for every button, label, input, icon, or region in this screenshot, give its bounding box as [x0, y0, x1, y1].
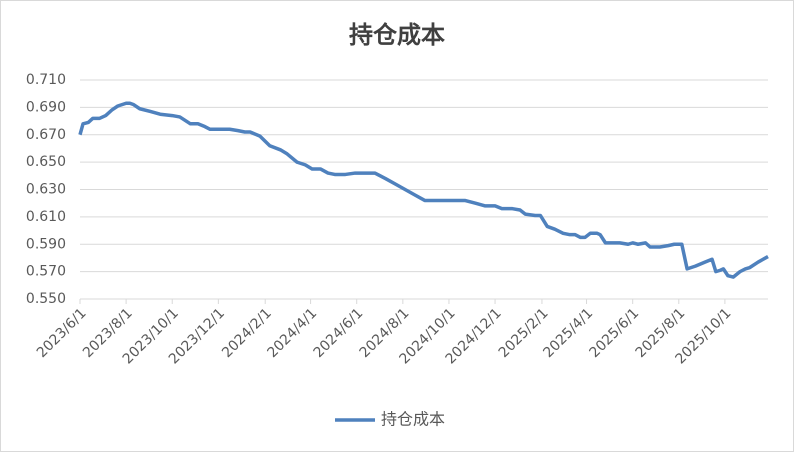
- y-tick-label: 0.650: [26, 154, 66, 170]
- data-line: [78, 101, 769, 279]
- y-tick-label: 0.590: [26, 236, 66, 252]
- chart-title: 持仓成本: [349, 21, 445, 49]
- y-tick-label: 0.610: [26, 209, 66, 225]
- y-tick-label: 0.630: [26, 182, 66, 198]
- y-tick-label: 0.550: [26, 291, 66, 307]
- legend-label: 持仓成本: [381, 410, 445, 429]
- y-tick-label: 0.570: [26, 264, 66, 280]
- y-tick-label: 0.690: [26, 99, 66, 115]
- y-tick-label: 0.710: [26, 72, 66, 88]
- y-tick-label: 0.670: [26, 127, 66, 143]
